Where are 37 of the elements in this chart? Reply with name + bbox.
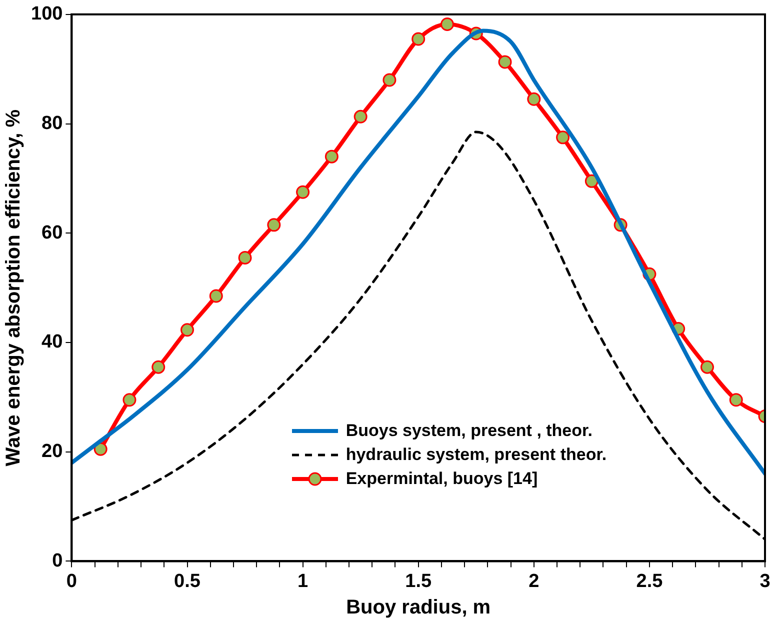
point	[382, 73, 396, 87]
x-tick-label: 2.5	[636, 570, 664, 592]
point	[267, 218, 281, 232]
x-tick-label: 1.5	[405, 570, 432, 592]
x-axis-title: Buoy radius, m	[346, 596, 491, 619]
point	[354, 110, 368, 124]
point	[527, 92, 541, 106]
legend-label: Expermintal, buoys [14]	[346, 468, 538, 490]
point	[440, 17, 454, 31]
y-tick-label: 100	[31, 4, 63, 25]
legend-label: Buoys system, present , theor.	[346, 420, 592, 442]
y-axis-title: Wave energy absorption efficiency, %	[2, 109, 25, 466]
y-tick-label: 40	[42, 332, 63, 353]
x-tick-label: 0.5	[174, 570, 201, 592]
point	[700, 360, 714, 374]
y-tick-label: 80	[42, 112, 63, 134]
x-tick-label: 1	[298, 570, 309, 592]
point	[412, 32, 426, 46]
point	[584, 174, 598, 188]
point	[324, 150, 338, 164]
point	[556, 130, 570, 144]
y-tick-label: 0	[52, 550, 63, 572]
point	[94, 442, 108, 456]
point	[498, 55, 512, 69]
y-tick-label: 20	[42, 441, 63, 462]
x-tick-label: 3	[760, 570, 770, 592]
point	[209, 289, 223, 303]
point	[152, 360, 166, 374]
y-tick-label: 60	[42, 222, 63, 244]
legend-label: hydraulic system, present theor.	[346, 444, 607, 466]
point	[238, 250, 252, 264]
point	[180, 323, 194, 337]
point	[122, 393, 136, 407]
point	[296, 185, 310, 199]
x-tick-label: 0	[66, 570, 77, 592]
point	[729, 393, 743, 407]
x-tick-label: 2	[528, 570, 540, 592]
